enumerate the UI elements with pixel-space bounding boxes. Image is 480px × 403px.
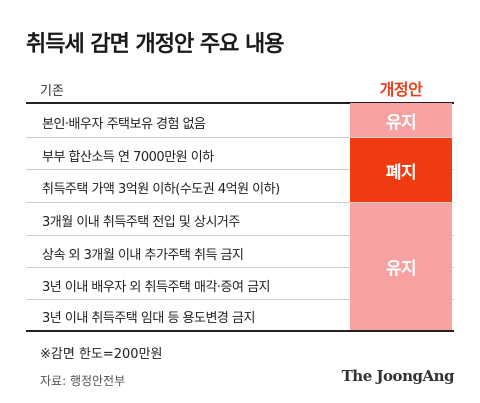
table-row: 본인·배우자 주택보유 경험 없음	[42, 117, 206, 132]
footnote: ※감면 한도=200만원	[40, 347, 163, 362]
table-row: 3년 이내 취득주택 임대 등 용도변경 금지	[42, 311, 255, 326]
table-row: 상속 외 3개월 이내 추가주택 취득 금지	[42, 248, 244, 263]
row-divider	[26, 267, 454, 268]
table-row: 부부 합산소득 연 7000만원 이하	[42, 150, 214, 165]
status-badge-abolish: 폐지	[350, 138, 452, 202]
table-row: 3년 이내 배우자 외 취득주택 매각·증여 금지	[42, 280, 271, 295]
table-row: 3개월 이내 취득주택 전입 및 상시거주	[42, 215, 240, 230]
status-badge-keep: 유지	[350, 203, 452, 330]
column-header-revision: 개정안	[379, 80, 423, 99]
table-row: 취득주택 가액 3억원 이하(수도권 4억원 이하)	[42, 182, 280, 197]
column-header-existing: 기존	[40, 84, 64, 99]
status-badge-keep: 유지	[350, 103, 452, 137]
source-credit: 자료: 행정안전부	[40, 374, 126, 388]
table-top-divider	[26, 102, 454, 104]
row-divider	[26, 299, 454, 300]
row-divider	[26, 235, 454, 236]
publisher-logo: The JoongAng	[341, 367, 455, 385]
row-divider	[26, 137, 454, 138]
page-title: 취득세 감면 개정안 주요 내용	[26, 32, 285, 57]
table-bottom-divider	[26, 330, 454, 332]
row-divider	[26, 202, 454, 203]
row-divider	[26, 169, 454, 170]
